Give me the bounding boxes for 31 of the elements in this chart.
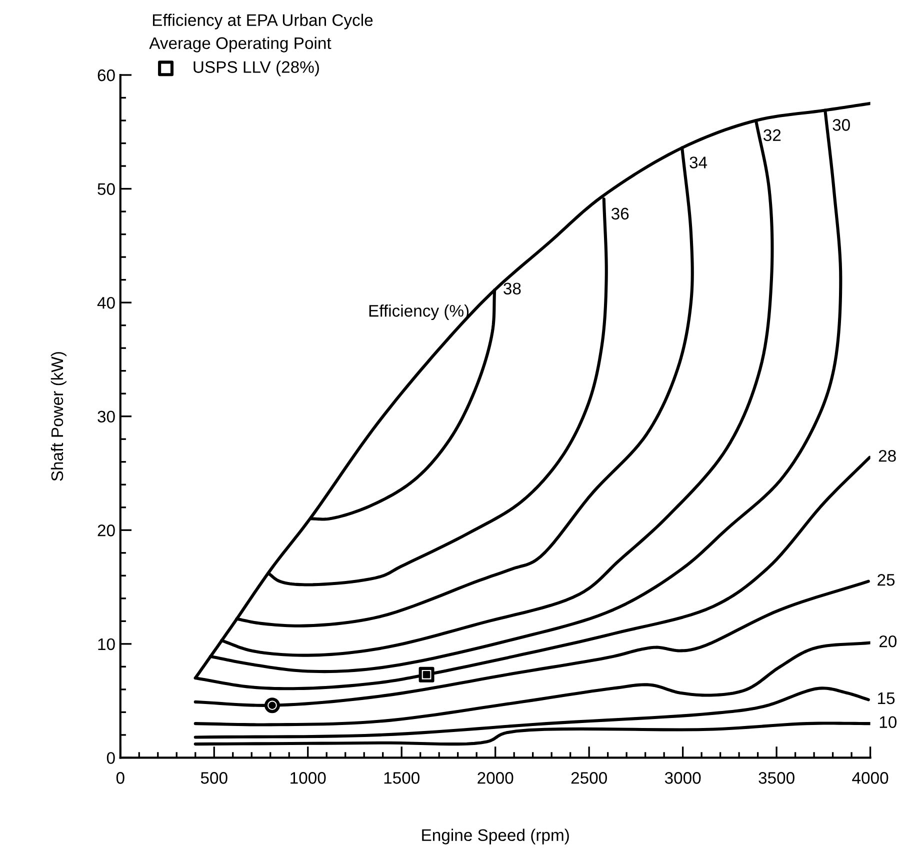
series-label: 15: [878, 692, 895, 704]
x-tick-label: 2000: [478, 772, 514, 784]
y-axis-title: Shaft Power (kW): [50, 352, 66, 481]
x-tick-label: 2500: [571, 772, 607, 784]
y-tick-label: 50: [98, 183, 115, 195]
series-label: 10: [880, 716, 897, 728]
series-label: 36: [611, 208, 629, 220]
series-label: 28: [878, 450, 896, 462]
x-tick-label: 3000: [664, 772, 701, 784]
x-axis-title: Engine Speed (rpm): [422, 828, 569, 844]
y-tick-label: 10: [98, 638, 115, 650]
series-label: 20: [879, 635, 897, 648]
y-tick-label: 0: [106, 752, 115, 764]
x-tick-label: 1000: [290, 772, 326, 784]
x-tick-label: 0: [116, 772, 124, 784]
x-tick-label: 500: [200, 772, 228, 784]
chart-title: Efficiency at EPA Urban Cycle: [153, 14, 373, 30]
series-label: 32: [764, 129, 781, 142]
y-tick-label: 30: [98, 410, 115, 423]
series-label: 30: [832, 119, 850, 131]
y-tick-label: 20: [98, 524, 115, 536]
series-label: 38: [504, 282, 521, 295]
x-tick-label: 4000: [852, 772, 888, 784]
y-tick-label: 40: [97, 296, 115, 309]
y-tick-label: 60: [98, 69, 115, 82]
x-tick-label: 3500: [758, 772, 794, 784]
series-label: 34: [690, 156, 708, 168]
x-tick-label: 1500: [384, 772, 420, 784]
legend-title: Average Operating Point: [149, 36, 332, 52]
legend-label: USPS LLV (28%): [194, 60, 319, 76]
series-label: 25: [878, 574, 895, 586]
